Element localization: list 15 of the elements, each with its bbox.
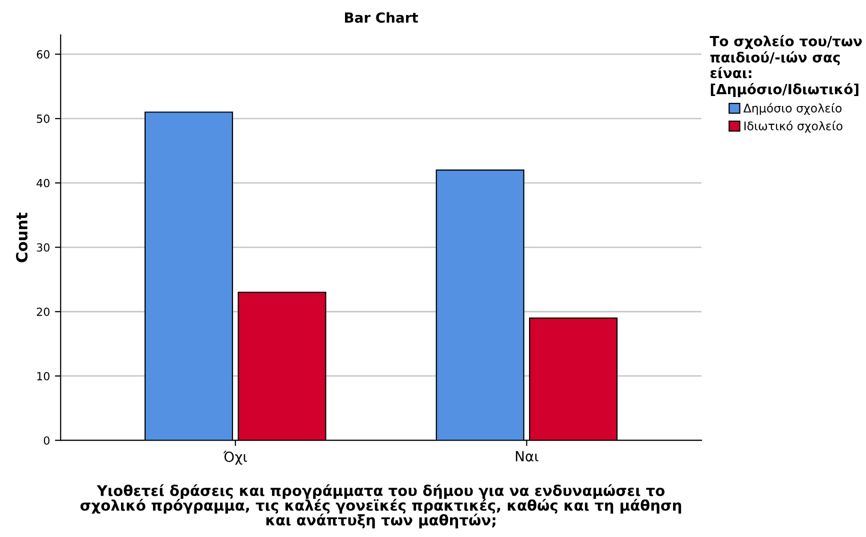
chart-title: Bar Chart	[345, 12, 418, 23]
legend-title: Το σχολείο του/των παιδιού/-ιών σας είναι: [Δημόσιο/Ιδιωτικό]	[710, 35, 862, 98]
legend-label: Δημόσιο σχολείο	[743, 102, 842, 115]
legend-label: Ιδιωτικό σχολείο	[744, 120, 842, 133]
y-tick-label: 0	[44, 436, 50, 445]
y-tick-label: 20	[36, 308, 50, 316]
y-axis-title: Count	[16, 212, 28, 262]
y-tick-label: 50	[36, 114, 50, 123]
y-tick-label: 30	[36, 243, 50, 252]
y-tick-label: 60	[36, 50, 50, 59]
y-tick-label: 40	[36, 178, 50, 188]
x-axis-title: Υιοθετεί δράσεις και προγράμματα του δήμου για να ενδυναμώσει το σχολικό πρόγραμμα, τις καλές γονεϊκές πρακτικές, καθώς και τη μάθηση και ανάπτυξη των μαθητών;	[80, 484, 682, 528]
x-tick-label: Όχι	[223, 450, 247, 465]
y-tick-label: 10	[37, 372, 50, 380]
x-tick-label: Ναι	[516, 451, 538, 462]
